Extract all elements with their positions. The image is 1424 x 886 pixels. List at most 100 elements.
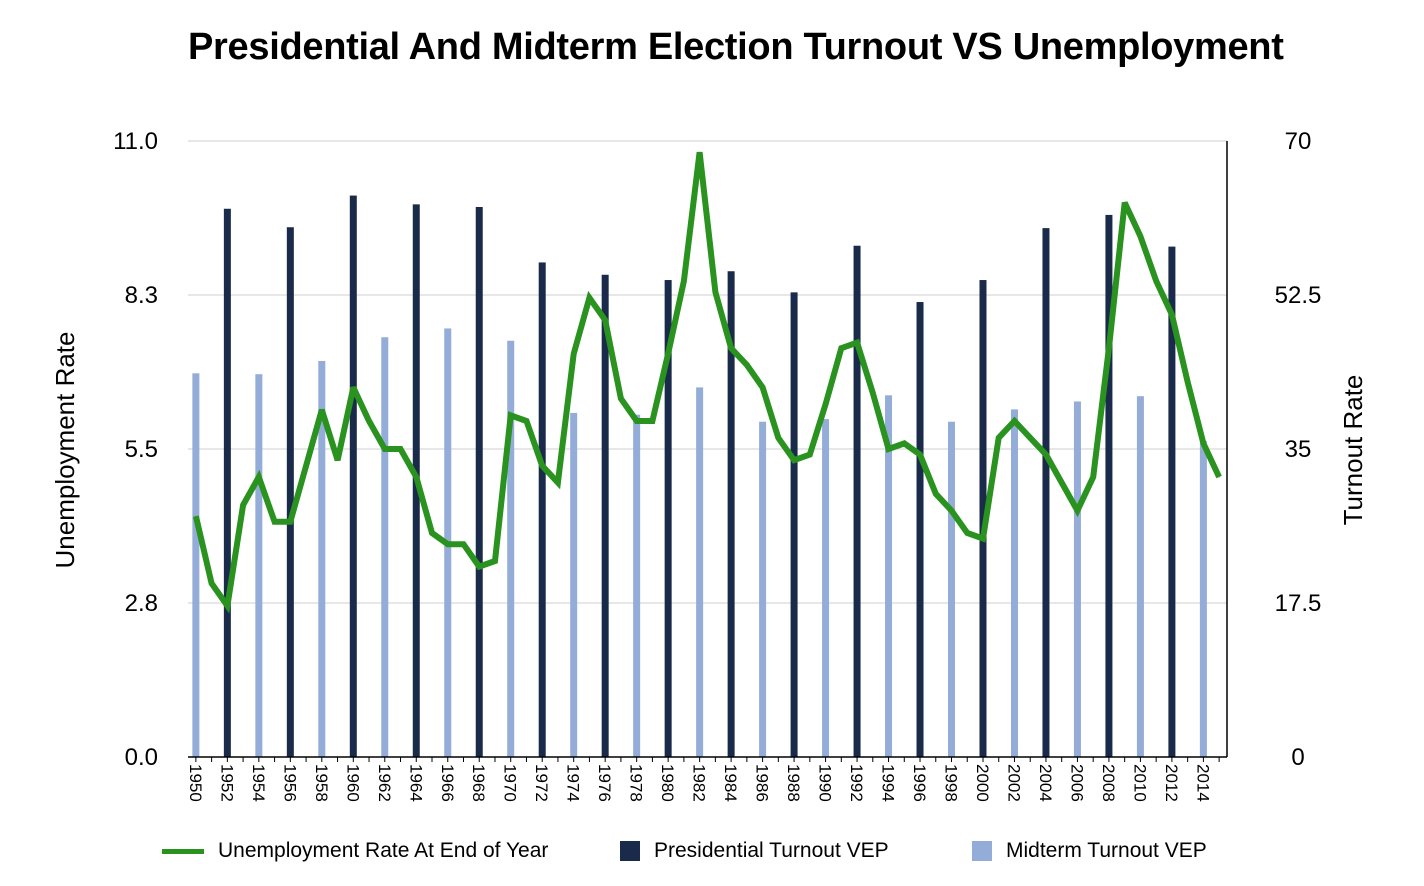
unemployment-point (368, 420, 370, 422)
x-tick-label: 1992 (847, 764, 866, 802)
unemployment-point (620, 398, 622, 400)
presidential-bar (790, 292, 798, 757)
unemployment-point (951, 510, 953, 512)
x-tick-label: 1964 (406, 764, 425, 802)
unemployment-point (919, 454, 921, 456)
x-tick-label: 2012 (1162, 764, 1181, 802)
unemployment-point (274, 521, 276, 523)
unemployment-point (226, 605, 228, 607)
x-tick-label: 1952 (217, 764, 236, 802)
unemployment-point (1108, 347, 1110, 349)
unemployment-point (762, 386, 764, 388)
unemployment-point (352, 386, 354, 388)
unemployment-line (192, 151, 1222, 614)
unemployment-point (431, 532, 433, 534)
x-tick-label: 1968 (469, 764, 488, 802)
x-tick-label: 2014 (1193, 764, 1212, 802)
unemployment-point (683, 280, 685, 282)
midterm-bar (948, 421, 956, 757)
x-tick-label: 1986 (753, 764, 772, 802)
unemployment-point (447, 543, 449, 545)
legend-swatch-unemployment (162, 848, 204, 854)
midterm-bar (1136, 396, 1144, 757)
unemployment-point (494, 560, 496, 562)
unemployment-point (573, 353, 575, 355)
unemployment-point (856, 342, 858, 344)
presidential-bar (286, 227, 294, 758)
x-tick-label: 1958 (312, 764, 331, 802)
unemployment-point (1171, 314, 1173, 316)
unemployment-point (258, 476, 260, 478)
legend-swatch-midterm (972, 841, 992, 861)
x-tick-label: 1998 (942, 764, 961, 802)
presidential-bar (664, 280, 672, 757)
unemployment-point (195, 515, 197, 517)
midterm-bar (633, 414, 641, 757)
unemployment-point (211, 582, 213, 584)
x-tick-label: 1956 (280, 764, 299, 802)
midterm-bar (192, 373, 200, 757)
unemployment-point (1202, 442, 1204, 444)
tick-labels: 0.0 0 2.8 17.5 5.5 35 8.3 52.5 11.0 70 1950 1952 195… (113, 128, 1321, 802)
midterm-bar (759, 421, 767, 757)
unemployment-point (840, 347, 842, 349)
x-tick-label: 1966 (438, 764, 457, 802)
x-tick-label: 1996 (910, 764, 929, 802)
x-tick-label: 1970 (501, 764, 520, 802)
left-tick-label: 5.5 (125, 436, 158, 463)
midterm-bar (1199, 441, 1207, 757)
unemployment-point (510, 414, 512, 416)
gridlines (188, 140, 1227, 604)
legend-item-midterm: Midterm Turnout VEP (972, 836, 1207, 866)
bars (192, 195, 1207, 758)
midterm-bar (885, 395, 893, 757)
presidential-bar (1042, 228, 1050, 757)
unemployment-point (651, 420, 653, 422)
presidential-bar (1105, 214, 1113, 758)
midterm-bar (696, 387, 704, 757)
unemployment-point (415, 476, 417, 478)
unemployment-point (1092, 476, 1094, 478)
unemployment-point (825, 403, 827, 405)
unemployment-point (1013, 420, 1015, 422)
unemployment-point (1139, 235, 1141, 237)
x-tick-label: 2008 (1099, 764, 1118, 802)
unemployment-point (888, 448, 890, 450)
unemployment-point (462, 543, 464, 545)
midterm-bar (1073, 401, 1081, 757)
unemployment-point (478, 566, 480, 568)
unemployment-point (777, 437, 779, 439)
unemployment-point (400, 448, 402, 450)
unemployment-point (557, 482, 559, 484)
left-tick-label: 11.0 (113, 128, 158, 155)
x-tick-label: 1978 (627, 764, 646, 802)
unemployment-point (903, 442, 905, 444)
x-tick-label: 1972 (532, 764, 551, 802)
unemployment-point (1029, 437, 1031, 439)
x-tick-label: 2002 (1004, 764, 1023, 802)
midterm-bar (507, 340, 515, 757)
legend-item-presidential: Presidential Turnout VEP (620, 836, 889, 866)
x-tick-label: 1950 (186, 764, 205, 802)
unemployment-point (1187, 381, 1189, 383)
right-tick-label: 0 (1291, 744, 1304, 771)
x-tick-label: 1962 (375, 764, 394, 802)
x-tick-label: 1984 (721, 764, 740, 802)
unemployment-point (935, 493, 937, 495)
midterm-bar (1010, 409, 1018, 757)
unemployment-point (982, 538, 984, 540)
unemployment-point (998, 437, 1000, 439)
right-axis-label: Turnout Rate (1338, 375, 1368, 526)
x-tick-label: 1954 (249, 764, 268, 802)
x-tick-label: 2000 (973, 764, 992, 802)
x-tick-label: 1960 (343, 764, 362, 802)
unemployment-point (809, 454, 811, 456)
x-tick-label: 2010 (1130, 764, 1149, 802)
unemployment-point (699, 151, 701, 153)
left-tick-label: 8.3 (125, 282, 158, 309)
presidential-bar (538, 262, 546, 757)
left-tick-label: 0.0 (125, 744, 158, 771)
unemployment-point (1061, 482, 1063, 484)
presidential-bar (349, 195, 357, 757)
